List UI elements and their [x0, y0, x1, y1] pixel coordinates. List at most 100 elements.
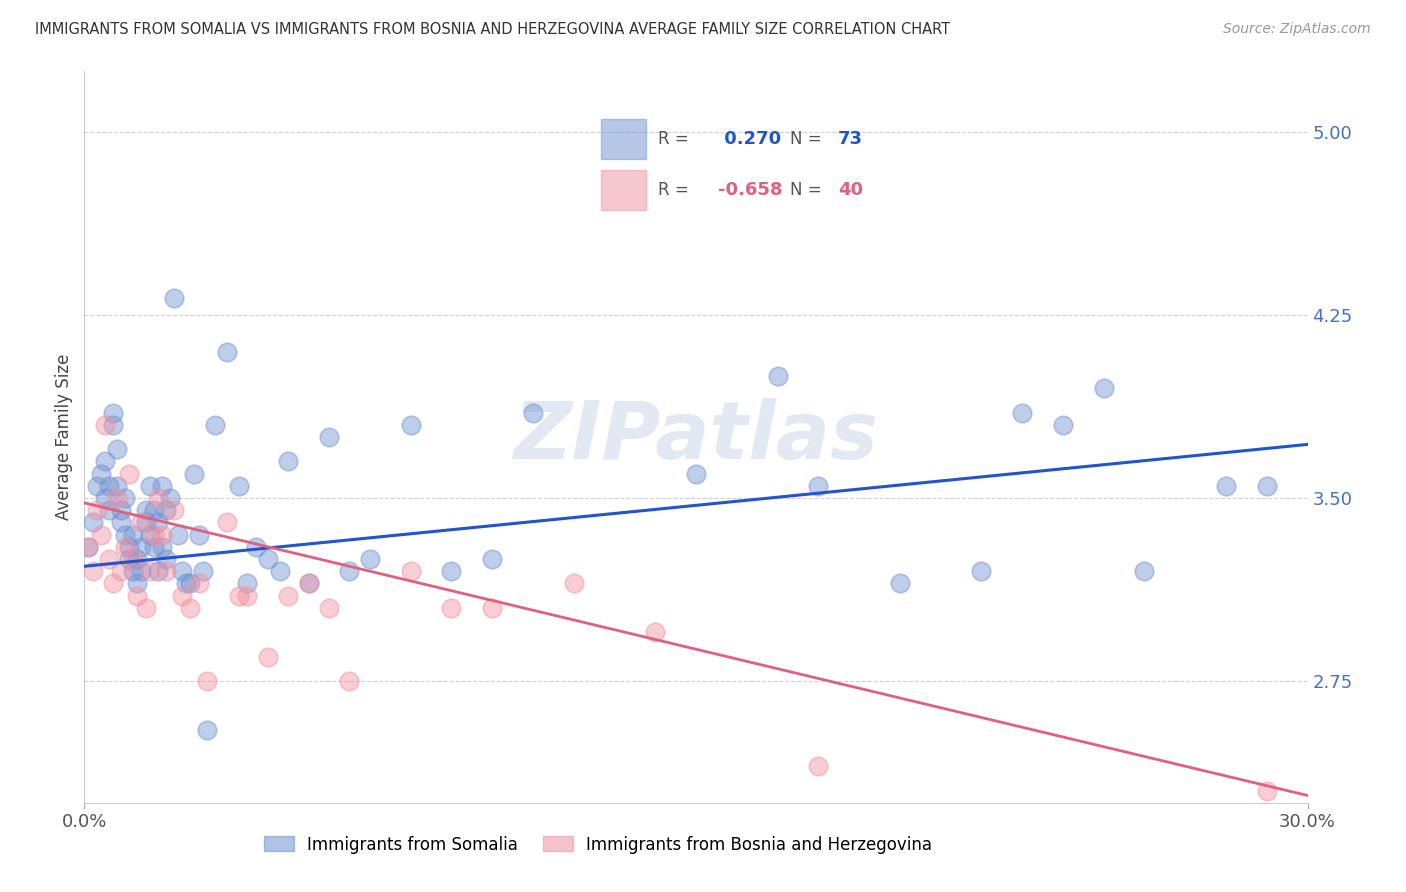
Point	[131, 516, 153, 530]
Point	[257, 552, 280, 566]
Point	[318, 430, 340, 444]
Point	[195, 723, 218, 737]
Point	[159, 491, 181, 505]
Point	[110, 503, 132, 517]
Point	[228, 479, 250, 493]
Point	[217, 344, 239, 359]
Point	[110, 516, 132, 530]
Point	[150, 527, 173, 541]
Point	[277, 454, 299, 468]
Point	[97, 479, 120, 493]
Point	[114, 491, 136, 505]
Point	[82, 564, 104, 578]
Point	[114, 540, 136, 554]
Point	[77, 540, 100, 554]
Point	[236, 576, 259, 591]
Point	[93, 417, 115, 432]
Point	[174, 576, 197, 591]
Point	[142, 540, 165, 554]
Legend: Immigrants from Somalia, Immigrants from Bosnia and Herzegovina: Immigrants from Somalia, Immigrants from…	[257, 829, 939, 860]
Point	[127, 589, 149, 603]
Point	[118, 552, 141, 566]
Point	[807, 759, 830, 773]
Point	[889, 576, 911, 591]
Point	[339, 564, 361, 578]
Point	[1215, 479, 1237, 493]
Point	[228, 589, 250, 603]
Point	[318, 600, 340, 615]
Point	[179, 576, 201, 591]
Point	[122, 527, 145, 541]
Point	[191, 564, 214, 578]
Point	[150, 479, 173, 493]
Point	[277, 589, 299, 603]
Point	[172, 589, 194, 603]
Point	[399, 564, 422, 578]
Point	[187, 576, 209, 591]
Point	[155, 552, 177, 566]
Point	[146, 516, 169, 530]
Point	[359, 552, 381, 566]
Point	[245, 540, 267, 554]
Point	[204, 417, 226, 432]
Point	[155, 503, 177, 517]
Point	[440, 564, 463, 578]
Point	[110, 564, 132, 578]
Point	[155, 564, 177, 578]
Point	[101, 417, 124, 432]
Point	[97, 552, 120, 566]
Point	[187, 527, 209, 541]
Point	[93, 454, 115, 468]
Point	[118, 467, 141, 481]
Point	[179, 600, 201, 615]
Point	[135, 600, 157, 615]
Point	[644, 625, 666, 640]
Point	[269, 564, 291, 578]
Point	[1133, 564, 1156, 578]
Point	[105, 491, 128, 505]
Point	[766, 369, 789, 384]
Text: Source: ZipAtlas.com: Source: ZipAtlas.com	[1223, 22, 1371, 37]
Point	[685, 467, 707, 481]
Point	[97, 503, 120, 517]
Point	[1256, 783, 1278, 797]
Point	[77, 540, 100, 554]
Point	[257, 649, 280, 664]
Point	[142, 527, 165, 541]
Point	[339, 673, 361, 688]
Point	[138, 527, 160, 541]
Point	[163, 291, 186, 305]
Point	[146, 564, 169, 578]
Point	[807, 479, 830, 493]
Point	[101, 576, 124, 591]
Point	[127, 576, 149, 591]
Point	[138, 479, 160, 493]
Point	[1052, 417, 1074, 432]
Point	[142, 503, 165, 517]
Point	[86, 503, 108, 517]
Point	[167, 527, 190, 541]
Point	[127, 552, 149, 566]
Point	[105, 479, 128, 493]
Point	[138, 564, 160, 578]
Point	[217, 516, 239, 530]
Point	[146, 491, 169, 505]
Text: ZIPatlas: ZIPatlas	[513, 398, 879, 476]
Point	[562, 576, 585, 591]
Point	[183, 467, 205, 481]
Point	[135, 516, 157, 530]
Point	[163, 503, 186, 517]
Point	[86, 479, 108, 493]
Point	[481, 600, 503, 615]
Point	[122, 564, 145, 578]
Point	[90, 527, 112, 541]
Point	[1011, 406, 1033, 420]
Point	[1092, 381, 1115, 395]
Y-axis label: Average Family Size: Average Family Size	[55, 354, 73, 520]
Point	[298, 576, 321, 591]
Point	[399, 417, 422, 432]
Point	[522, 406, 544, 420]
Point	[118, 540, 141, 554]
Point	[481, 552, 503, 566]
Point	[135, 503, 157, 517]
